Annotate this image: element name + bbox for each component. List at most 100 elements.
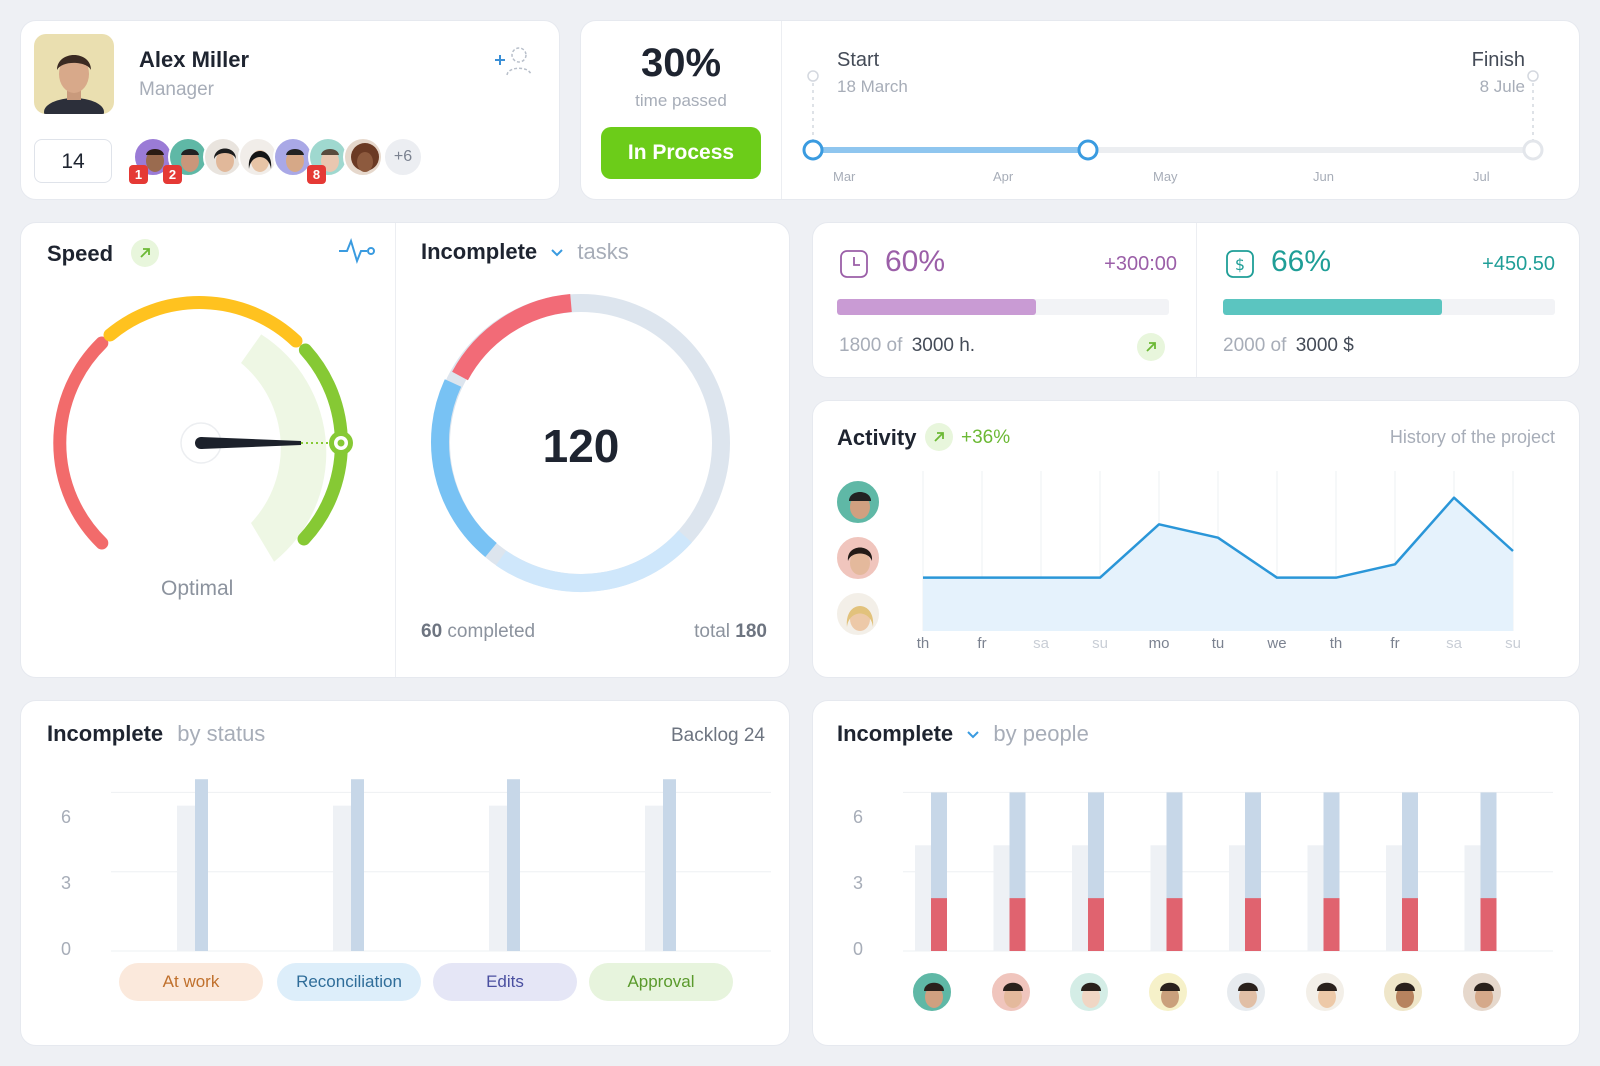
dollar-icon: $: [1225, 249, 1255, 279]
people-title[interactable]: Incomplete by people: [837, 721, 1089, 746]
status-chart-card: Incomplete by status Backlog 24 6 3 0 At…: [20, 700, 790, 1046]
month-label: Jun: [1313, 169, 1334, 184]
history-link[interactable]: History of the project: [1389, 427, 1555, 447]
status-chip[interactable]: Edits: [433, 963, 577, 1001]
progress-fill: [1223, 299, 1443, 315]
divider: [1196, 223, 1197, 377]
bar-overdue: [931, 898, 947, 951]
profile-card: Alex Miller Manager 14: [20, 20, 560, 200]
activity-card: Activity +36% History of the project th f…: [812, 400, 1580, 678]
timeline-track[interactable]: [781, 61, 1581, 161]
month-label: May: [1153, 169, 1178, 184]
member-count-box[interactable]: 14: [34, 139, 112, 183]
day-label: fr: [1390, 635, 1400, 652]
activity-avatar[interactable]: [835, 479, 881, 525]
finish-label: Finish: [1471, 49, 1525, 71]
hours-progress: [837, 299, 1169, 315]
start-label: Start: [837, 49, 880, 71]
status-chip[interactable]: At work: [119, 963, 263, 1001]
day-label: sa: [1446, 635, 1462, 652]
stat-progress-text: 1800 of 3000 h.: [839, 335, 976, 356]
bar-background: [915, 845, 931, 951]
trend-up-icon: [1137, 333, 1165, 361]
stat-progress-text: 2000 of 3000 $: [1223, 335, 1354, 356]
progress-fill: [837, 299, 1037, 315]
y-tick: 0: [61, 939, 72, 959]
bar-overdue: [1480, 898, 1497, 951]
percent-label: time passed: [635, 91, 727, 110]
tasks-completed: 60 completed: [421, 621, 536, 642]
day-label: su: [1505, 635, 1521, 652]
notification-badge: 2: [163, 165, 182, 184]
chevron-down-icon[interactable]: [549, 247, 565, 259]
stat-delta: +300:00: [1104, 253, 1177, 275]
start-date: 18 March: [837, 77, 908, 96]
speed-tasks-card: Speed Optimal Incomplete tasks 120: [20, 222, 790, 678]
member-count: 14: [61, 150, 85, 173]
bar-overdue: [1245, 898, 1261, 951]
activity-line: [923, 496, 1514, 579]
status-chip[interactable]: Approval: [589, 963, 733, 1001]
money-progress: [1223, 299, 1555, 315]
profile-role: Manager: [139, 79, 214, 100]
day-label: tu: [1211, 635, 1225, 652]
activity-avatar[interactable]: [835, 591, 881, 637]
bar-primary: [351, 779, 364, 951]
person-avatar[interactable]: [1460, 971, 1503, 1013]
status-button[interactable]: In Process: [601, 127, 761, 179]
day-label: we: [1267, 635, 1287, 652]
person-avatar[interactable]: [1225, 971, 1267, 1013]
person-avatar[interactable]: [989, 971, 1032, 1013]
day-label: fr: [977, 635, 987, 652]
team-avatars[interactable]: +6 1 2 8: [129, 137, 433, 185]
bar-overdue: [1088, 898, 1104, 951]
activity-area: [923, 497, 1513, 631]
notification-badge: 8: [307, 165, 326, 184]
tasks-title[interactable]: Incomplete tasks: [421, 239, 629, 264]
finish-date: 8 Jule: [1479, 77, 1525, 96]
person-avatar[interactable]: [1382, 971, 1424, 1013]
stat-delta: +450.50: [1482, 253, 1555, 275]
bar-overdue: [1166, 898, 1183, 951]
add-member-icon[interactable]: [489, 39, 539, 81]
status-title: Incomplete by status: [47, 721, 266, 746]
month-label: Mar: [833, 169, 856, 184]
person-avatar[interactable]: [1146, 971, 1189, 1013]
bar-overdue: [1009, 898, 1026, 951]
pulse-icon[interactable]: [337, 237, 377, 265]
divider: [781, 21, 782, 199]
tasks-donut: [431, 294, 730, 593]
percent-value: 30%: [640, 41, 722, 85]
y-tick: 0: [853, 939, 864, 959]
chevron-down-icon[interactable]: [965, 729, 981, 741]
bar-background: [1150, 845, 1167, 951]
bar-background: [993, 845, 1010, 951]
more-members[interactable]: +6: [383, 137, 423, 177]
bar-primary: [663, 779, 676, 951]
activity-avatar[interactable]: [835, 535, 881, 581]
timeline-card: 30% time passed In Process Start 18 Marc…: [580, 20, 1580, 200]
team-avatar[interactable]: [343, 137, 383, 177]
notification-badge: 1: [129, 165, 148, 184]
month-label: Apr: [993, 169, 1014, 184]
team-avatar[interactable]: [238, 137, 278, 177]
person-avatar[interactable]: [1303, 971, 1346, 1013]
month-label: Jul: [1473, 169, 1490, 184]
team-avatar[interactable]: [273, 137, 313, 177]
status-chip[interactable]: Reconciliation: [277, 963, 421, 1001]
activity-change: +36%: [961, 427, 1011, 448]
bar-background: [1464, 845, 1481, 951]
y-tick: 3: [61, 873, 72, 893]
bar-overdue: [1323, 898, 1340, 951]
person-avatar[interactable]: [911, 971, 953, 1013]
stats-card: 60% +300:00 1800 of 3000 h. $ 66% +450.5…: [812, 222, 1580, 378]
person-avatar[interactable]: [1068, 971, 1110, 1013]
speed-title: Speed: [47, 241, 114, 266]
bar-primary: [195, 779, 208, 951]
bar-secondary: [645, 805, 663, 951]
team-avatar[interactable]: [203, 137, 243, 177]
trend-up-icon: [925, 423, 953, 451]
y-tick: 3: [853, 873, 864, 893]
profile-avatar[interactable]: [34, 34, 114, 114]
bar-background: [1307, 845, 1324, 951]
